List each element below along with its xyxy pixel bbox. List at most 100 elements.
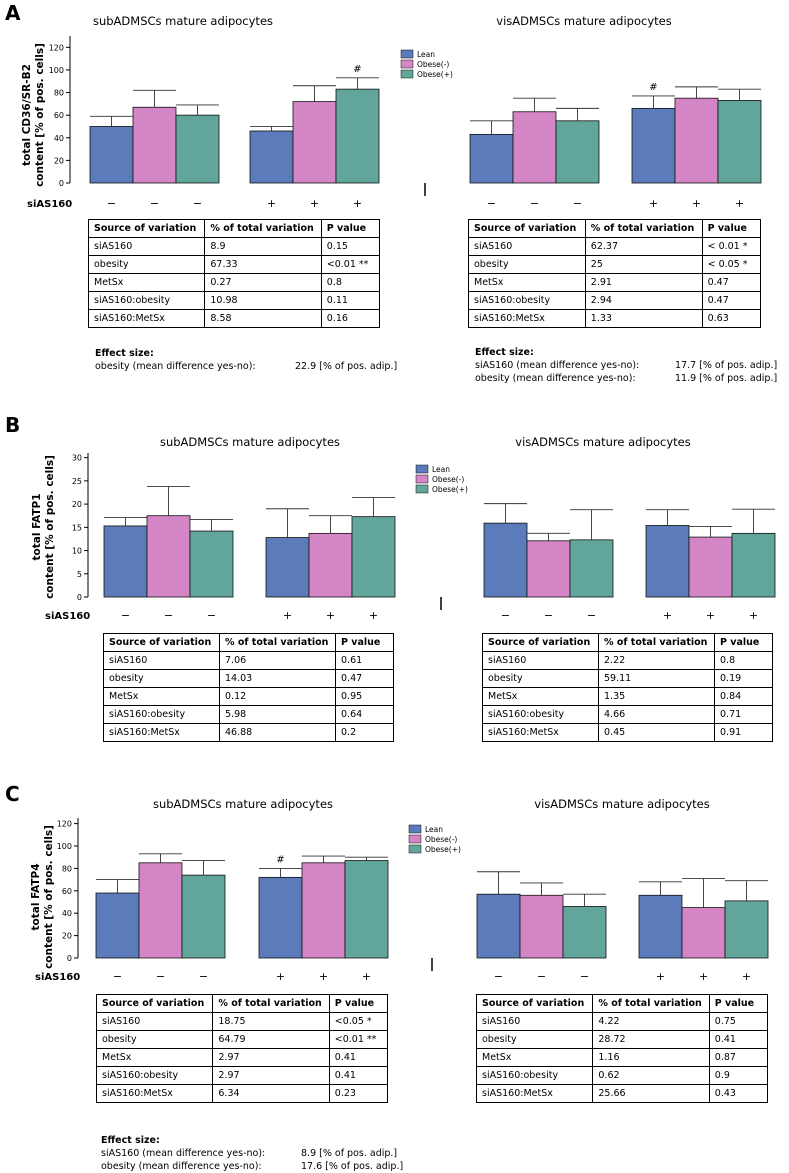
- table-header-cell: P value: [701, 219, 762, 238]
- table-cell: 62.37: [584, 237, 703, 256]
- sign-label: +: [649, 197, 658, 210]
- table-cell: 2.22: [598, 651, 715, 670]
- sign-label: +: [267, 197, 276, 210]
- legend-swatch: [400, 69, 414, 79]
- y-tick-label: 120: [57, 820, 72, 829]
- y-tick-label: 120: [49, 43, 64, 52]
- table-cell: siAS160: [468, 237, 586, 256]
- table-cell: siAS160:obesity: [95, 1066, 214, 1085]
- y-tick-label: 15: [72, 523, 82, 532]
- sign-label: +: [706, 609, 715, 622]
- table-header-cell: Source of variation: [103, 633, 220, 652]
- table-header-cell: % of total variation: [598, 633, 715, 652]
- table-header-cell: P value: [708, 994, 769, 1013]
- table-header-row: Source of variation% of total variation P…: [87, 219, 381, 238]
- table-row: siAS160:obesity 4.66 0.71: [482, 705, 773, 724]
- sign-label: +: [283, 609, 292, 622]
- bar: [344, 860, 389, 959]
- table-cell: 25: [584, 255, 703, 274]
- legend-swatch: [415, 484, 429, 494]
- table-cell: 0.95: [335, 687, 394, 706]
- y-tick-label: 100: [49, 66, 64, 75]
- table-row: siAS160:obesity 2.94 0.47: [468, 291, 762, 310]
- table-cell: siAS160:obesity: [475, 1066, 594, 1085]
- table-cell: obesity: [475, 1030, 594, 1049]
- table-cell: 0.19: [714, 669, 773, 688]
- table-cell: MetSx: [475, 1048, 594, 1067]
- table-header-cell: Source of variation: [482, 633, 599, 652]
- bar: [645, 525, 690, 598]
- subplot-title: subADMSCs mature adipocytes: [93, 14, 273, 28]
- bar: [181, 874, 226, 959]
- sign-label: −: [501, 609, 510, 622]
- bar: [146, 515, 191, 598]
- y-tick-label: 40: [54, 134, 64, 143]
- legend-label: Obese(-): [417, 60, 449, 69]
- sign-label: −: [530, 197, 539, 210]
- legend-swatch: [408, 844, 422, 854]
- bar: [476, 893, 521, 959]
- table-cell: 2.97: [212, 1066, 330, 1085]
- table-cell: 46.88: [219, 723, 336, 742]
- table-cell: obesity: [87, 255, 206, 274]
- sign-label: +: [276, 970, 285, 983]
- table-row: MetSx 0.12 0.95: [103, 687, 394, 706]
- table-cell: MetSx: [482, 687, 599, 706]
- table-row: siAS160:obesity 10.98 0.11: [87, 291, 381, 310]
- table-cell: 0.45: [598, 723, 715, 742]
- subplot-title: subADMSCs mature adipocytes: [153, 797, 333, 811]
- sign-label: +: [735, 197, 744, 210]
- sign-label: −: [494, 970, 503, 983]
- group-label: siAS160: [45, 611, 90, 622]
- table-row: siAS160 2.22 0.8: [482, 651, 773, 670]
- table-cell: obesity: [482, 669, 599, 688]
- effect-size-row: siAS160 (mean difference yes-no): 17.7 [%…: [475, 359, 777, 372]
- table-cell: 0.87: [708, 1048, 769, 1067]
- sign-label: −: [573, 197, 582, 210]
- table-cell: obesity: [95, 1030, 214, 1049]
- legend-swatch: [408, 824, 422, 834]
- effect-size-label: siAS160 (mean difference yes-no):: [475, 360, 640, 371]
- effect-size-label: obesity (mean difference yes-no):: [475, 373, 636, 384]
- table-cell: < 0.01 *: [701, 237, 762, 256]
- table-cell: 18.75: [212, 1012, 330, 1031]
- table-row: siAS160:MetSx 46.88 0.2: [103, 723, 394, 742]
- table-cell: 0.8: [320, 273, 381, 292]
- bar: [351, 516, 396, 598]
- bar: [265, 537, 310, 598]
- effect-size-value: 11.9 [% of pos. adip.]: [675, 373, 778, 384]
- table-cell: siAS160:MetSx: [87, 309, 206, 328]
- legend-swatch: [415, 464, 429, 474]
- bar: [526, 540, 571, 598]
- y-tick-label: 0: [67, 954, 72, 963]
- table-cell: 0.23: [328, 1084, 389, 1103]
- table-cell: 5.98: [219, 705, 336, 724]
- sign-label: +: [362, 970, 371, 983]
- table-header-cell: Source of variation: [95, 994, 214, 1013]
- sign-label: +: [699, 970, 708, 983]
- panel-letter: A: [5, 1, 21, 25]
- y-axis-label: total FATP4content [% of pos. cells]: [30, 825, 55, 969]
- sign-label: −: [487, 197, 496, 210]
- bar: [562, 906, 607, 959]
- table-row: MetSx 2.97 0.41: [95, 1048, 389, 1067]
- legend-swatch: [408, 834, 422, 844]
- table-header-cell: % of total variation: [584, 219, 703, 238]
- table-cell: 59.11: [598, 669, 715, 688]
- table-row: MetSx 2.91 0.47: [468, 273, 762, 292]
- table-row: siAS160:MetSx 25.66 0.43: [475, 1084, 769, 1103]
- effect-size-label: obesity (mean difference yes-no):: [95, 361, 256, 372]
- table-cell: 8.9: [204, 237, 322, 256]
- table-cell: 0.15: [320, 237, 381, 256]
- table-cell: <0.01 **: [328, 1030, 389, 1049]
- y-axis-label-line: content [% of pos. cells]: [44, 455, 56, 599]
- effect-size-row: siAS160 (mean difference yes-no): 8.9 [% …: [101, 1147, 403, 1160]
- y-axis-label-line: content [% of pos. cells]: [43, 825, 55, 969]
- bar: [292, 101, 337, 184]
- legend-swatch: [400, 59, 414, 69]
- bar: [674, 97, 719, 184]
- bar: [717, 100, 762, 184]
- table-row: MetSx 1.35 0.84: [482, 687, 773, 706]
- bar: [512, 111, 557, 184]
